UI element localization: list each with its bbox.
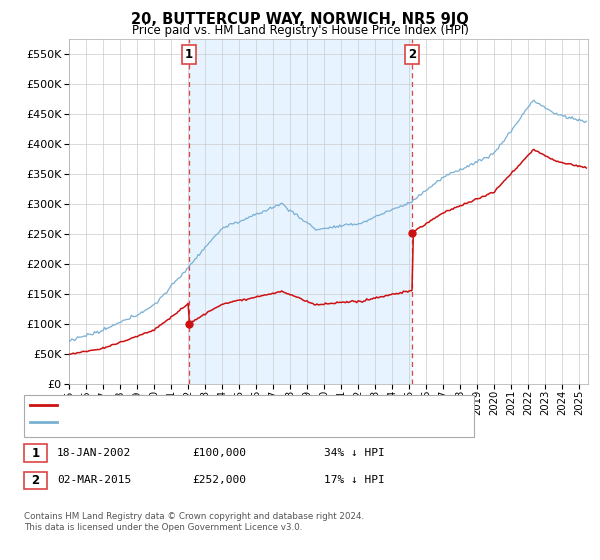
Text: 17% ↓ HPI: 17% ↓ HPI — [324, 475, 385, 486]
Text: £252,000: £252,000 — [192, 475, 246, 486]
Text: Contains HM Land Registry data © Crown copyright and database right 2024.
This d: Contains HM Land Registry data © Crown c… — [24, 512, 364, 532]
Bar — [189, 39, 412, 384]
Text: 34% ↓ HPI: 34% ↓ HPI — [324, 448, 385, 458]
Text: 1: 1 — [185, 48, 193, 61]
Text: 20, BUTTERCUP WAY, NORWICH, NR5 9JQ (detached house): 20, BUTTERCUP WAY, NORWICH, NR5 9JQ (det… — [63, 400, 388, 410]
Text: £100,000: £100,000 — [192, 448, 246, 458]
Text: 20, BUTTERCUP WAY, NORWICH, NR5 9JQ: 20, BUTTERCUP WAY, NORWICH, NR5 9JQ — [131, 12, 469, 27]
Text: 18-JAN-2002: 18-JAN-2002 — [57, 448, 131, 458]
Text: 2: 2 — [31, 474, 40, 487]
Text: Price paid vs. HM Land Registry's House Price Index (HPI): Price paid vs. HM Land Registry's House … — [131, 24, 469, 36]
Text: HPI: Average price, detached house, Norwich: HPI: Average price, detached house, Norw… — [63, 417, 310, 427]
Text: 1: 1 — [31, 446, 40, 460]
Text: 2: 2 — [408, 48, 416, 61]
Text: 02-MAR-2015: 02-MAR-2015 — [57, 475, 131, 486]
